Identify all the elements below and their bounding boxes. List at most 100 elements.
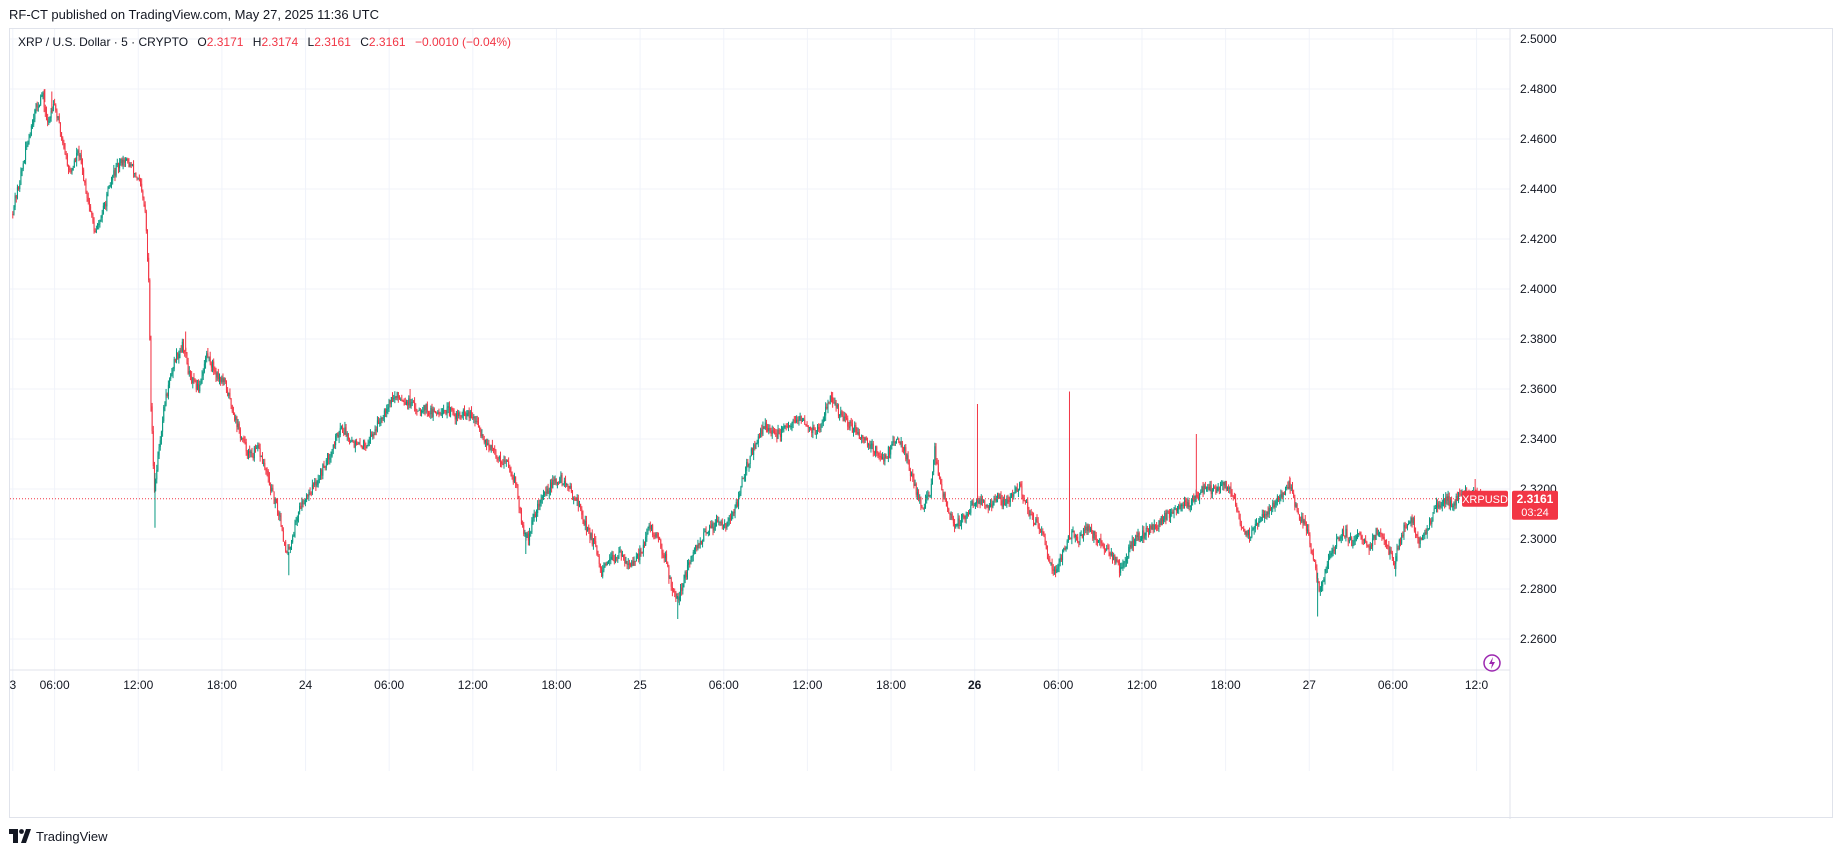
candle-down [1314, 559, 1316, 562]
candle-down [685, 572, 687, 578]
candle-up [992, 502, 994, 507]
candle-down [1273, 502, 1275, 507]
candle-up [839, 415, 841, 417]
candle-up [317, 479, 319, 485]
candle-up [203, 363, 205, 372]
candle-down [907, 455, 909, 460]
lightning-icon[interactable] [1483, 654, 1501, 672]
candle-down [174, 358, 176, 362]
candle-down [309, 492, 311, 494]
candle-down [991, 504, 993, 507]
candle-down [93, 221, 95, 232]
candle-up [318, 478, 320, 480]
candlestick-chart[interactable]: 2.5000 2.4800 2.4600 2.4400 2.4200 2.4000 2.38… [10, 29, 1834, 819]
candle-down [44, 107, 46, 112]
candle-up [697, 544, 699, 549]
candle-up [1438, 504, 1440, 508]
candle-up [1369, 545, 1371, 550]
candle-down [1027, 501, 1029, 510]
candle-down [349, 439, 351, 443]
price-badge-value: 2.3161 [1517, 492, 1554, 506]
y-tick-label: 2.3800 [1520, 332, 1557, 346]
candle-down [670, 577, 672, 587]
candle-down [1114, 555, 1116, 563]
candle-up [702, 541, 704, 544]
candle-down [628, 563, 630, 565]
candle-up [956, 524, 958, 526]
candle-down [1384, 540, 1386, 545]
candle-down [1232, 496, 1234, 498]
candle-up [386, 408, 388, 414]
candle-up [76, 152, 78, 162]
candle-down [105, 203, 107, 207]
candle-up [1372, 538, 1374, 547]
candle-up [1080, 534, 1082, 536]
candle-up [20, 171, 22, 185]
candle-up [611, 554, 613, 557]
chart-frame[interactable]: 2.5000 2.4800 2.4600 2.4400 2.4200 2.4000 2.38… [9, 28, 1834, 819]
candle-down [310, 493, 312, 495]
candle-down [87, 197, 89, 202]
legend-low-value: 2.3161 [314, 35, 351, 49]
candle-down [1308, 529, 1310, 535]
candle-down [698, 544, 700, 546]
candle-down [883, 457, 885, 462]
candle-down [74, 160, 76, 162]
candle-up [208, 356, 210, 358]
candle-down [1390, 550, 1392, 553]
candle-down [68, 165, 70, 169]
candle-up [731, 515, 733, 520]
candle-up [692, 551, 694, 557]
candle-down [512, 476, 514, 482]
candle-up [1085, 526, 1087, 531]
candle-up [748, 463, 750, 467]
candle-down [775, 432, 777, 435]
candle-up [655, 533, 657, 537]
candle-up [79, 154, 81, 157]
candle-up [28, 137, 30, 143]
candle-down [811, 427, 813, 434]
candle-down [281, 525, 283, 531]
candle-up [693, 549, 695, 552]
candle-up [1189, 505, 1191, 507]
candle-up [1353, 540, 1355, 546]
candle-up [1029, 514, 1031, 516]
candle-down [662, 553, 664, 556]
candle-down [1109, 552, 1111, 556]
candle-up [1264, 513, 1266, 518]
candle-down [1418, 538, 1420, 544]
candle-up [820, 423, 822, 430]
candle-up [560, 475, 562, 478]
candle-up [418, 409, 420, 411]
footer-brand[interactable]: TradingView [9, 826, 108, 846]
candle-down [769, 428, 771, 432]
candle-down [15, 195, 17, 199]
candle-up [1350, 537, 1352, 541]
candle-up [14, 195, 16, 208]
candle-down [594, 538, 596, 542]
candle-up [320, 470, 322, 479]
candle-down [234, 414, 236, 421]
candle-up [1041, 531, 1043, 533]
candle-up [1171, 511, 1173, 514]
candle-up [1017, 489, 1019, 492]
candle-down [700, 540, 702, 544]
candle-up [1134, 543, 1136, 546]
candle-up [1217, 487, 1219, 491]
candle-down [581, 508, 583, 515]
candle-down [805, 424, 807, 426]
candle-up [1412, 518, 1414, 524]
candle-up [1200, 492, 1202, 494]
candle-down [92, 214, 94, 222]
candle-up [422, 411, 424, 413]
candle-down [239, 429, 241, 438]
candle-down [333, 444, 335, 446]
candle-down [1000, 496, 1002, 501]
candle-down [567, 484, 569, 487]
candle-down [243, 439, 245, 441]
candle-up [753, 444, 755, 455]
candle-down [856, 432, 858, 434]
candle-down [1088, 525, 1090, 531]
candle-down [12, 214, 14, 215]
legend-symbol[interactable]: XRP / U.S. Dollar · 5 · CRYPTO [18, 35, 189, 49]
